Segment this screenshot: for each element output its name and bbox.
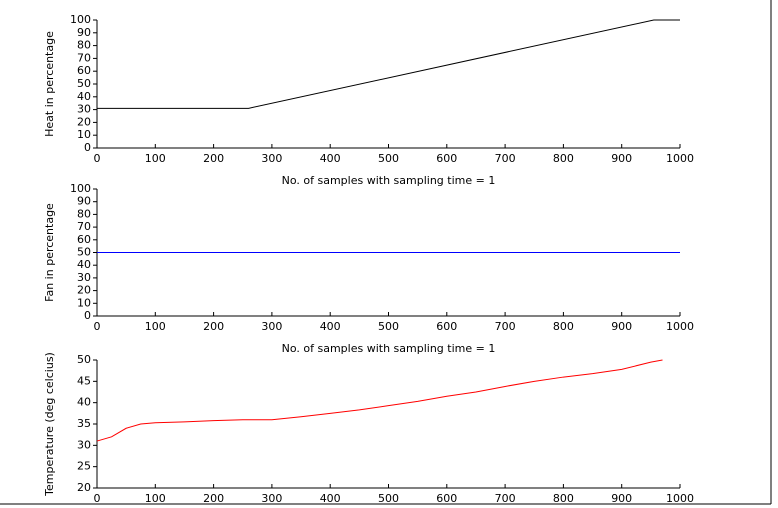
y-tick-label: 30 — [77, 103, 91, 116]
y-axis-label: Temperature (deg celcius) — [43, 352, 56, 497]
data-line — [96, 359, 663, 442]
y-tick-label: 0 — [84, 309, 91, 322]
y-axis-label: Fan in percentage — [43, 203, 56, 302]
x-tick-label: 600 — [436, 320, 457, 333]
x-tick-label: 100 — [145, 492, 166, 505]
y-tick-label: 10 — [77, 296, 91, 309]
x-tick-label: 400 — [320, 320, 341, 333]
y-tick-label: 30 — [77, 438, 91, 451]
x-tick-label: 300 — [261, 320, 282, 333]
x-axis-label: No. of samples with sampling time = 1 — [282, 342, 496, 355]
x-tick-label: 300 — [261, 492, 282, 505]
y-tick-label: 60 — [77, 64, 91, 77]
y-tick-label: 60 — [77, 233, 91, 246]
y-tick-label: 80 — [77, 207, 91, 220]
y-axis-label: Heat in percentage — [43, 31, 56, 137]
y-tick-label: 90 — [77, 26, 91, 39]
x-tick-label: 1000 — [666, 152, 694, 165]
y-tick-label: 50 — [77, 246, 91, 259]
y-tick-label: 10 — [77, 128, 91, 141]
y-tick-label: 35 — [77, 417, 91, 430]
y-tick-label: 20 — [77, 481, 91, 494]
y-tick-label: 20 — [77, 115, 91, 128]
y-tick-label: 50 — [77, 77, 91, 90]
y-tick-label: 40 — [77, 90, 91, 103]
x-axis-label: No. of samples with sampling time = 1 — [282, 174, 496, 187]
x-tick-label: 1000 — [666, 492, 694, 505]
x-tick-label: 800 — [553, 320, 574, 333]
x-tick-label: 200 — [203, 320, 224, 333]
x-tick-label: 600 — [436, 492, 457, 505]
x-tick-label: 300 — [261, 152, 282, 165]
data-line — [97, 19, 680, 109]
y-tick-label: 40 — [77, 396, 91, 409]
y-tick-label: 100 — [70, 13, 91, 26]
x-tick-label: 500 — [378, 152, 399, 165]
y-tick-label: 25 — [77, 460, 91, 473]
x-tick-label: 700 — [495, 152, 516, 165]
x-tick-label: 700 — [495, 320, 516, 333]
y-tick-label: 90 — [77, 195, 91, 208]
x-tick-label: 200 — [203, 492, 224, 505]
x-tick-label: 900 — [611, 152, 632, 165]
x-tick-label: 100 — [145, 320, 166, 333]
x-tick-label: 400 — [320, 492, 341, 505]
x-tick-label: 0 — [94, 320, 101, 333]
y-tick-label: 30 — [77, 271, 91, 284]
x-tick-label: 500 — [378, 320, 399, 333]
x-tick-label: 400 — [320, 152, 341, 165]
y-tick-label: 100 — [70, 182, 91, 195]
y-tick-label: 40 — [77, 258, 91, 271]
y-tick-label: 70 — [77, 51, 91, 64]
y-tick-label: 50 — [77, 353, 91, 366]
x-tick-label: 200 — [203, 152, 224, 165]
x-tick-label: 100 — [145, 152, 166, 165]
x-tick-label: 800 — [553, 152, 574, 165]
y-tick-label: 70 — [77, 220, 91, 233]
x-tick-label: 0 — [94, 152, 101, 165]
x-tick-label: 900 — [611, 492, 632, 505]
x-tick-label: 800 — [553, 492, 574, 505]
y-tick-label: 20 — [77, 284, 91, 297]
x-tick-label: 600 — [436, 152, 457, 165]
y-tick-label: 80 — [77, 39, 91, 52]
x-tick-label: 1000 — [666, 320, 694, 333]
x-tick-label: 900 — [611, 320, 632, 333]
x-tick-label: 500 — [378, 492, 399, 505]
y-tick-label: 0 — [84, 141, 91, 154]
x-tick-label: 0 — [94, 492, 101, 505]
y-tick-label: 45 — [77, 374, 91, 387]
x-tick-label: 700 — [495, 492, 516, 505]
